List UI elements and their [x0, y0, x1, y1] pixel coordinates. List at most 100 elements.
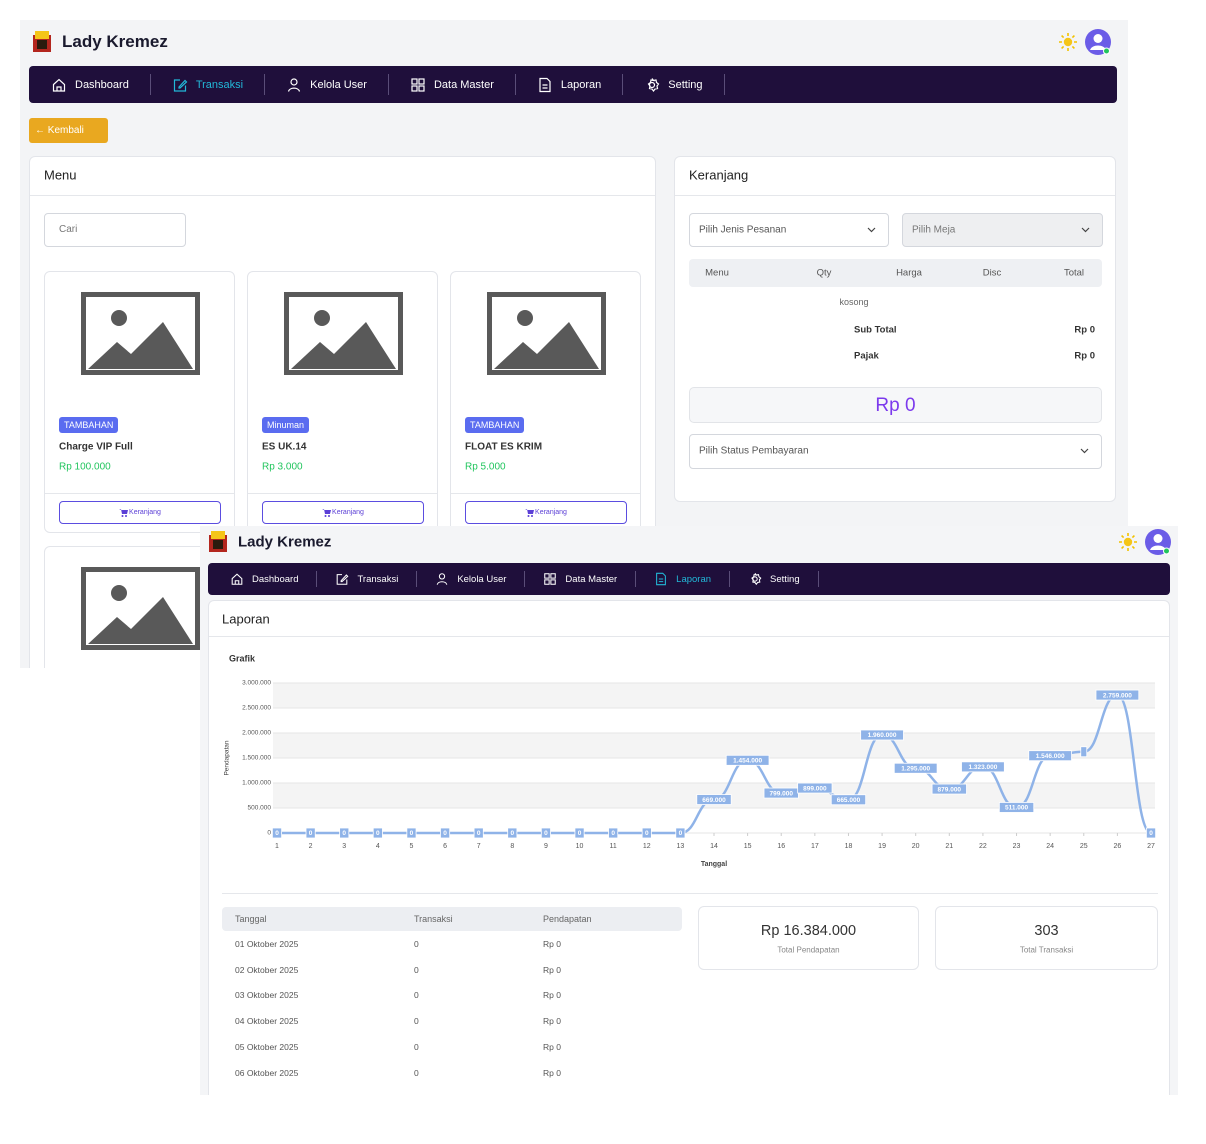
theme-toggle[interactable]: [1058, 32, 1078, 57]
icon-shape: [411, 77, 418, 85]
nav-item[interactable]: Transaksi: [317, 571, 418, 587]
data-label: 1.323.000: [968, 764, 997, 771]
nav-item[interactable]: Dashboard: [230, 571, 318, 587]
select-label: Pilih Status Pembayaran: [699, 445, 809, 457]
table-cell: 03 Oktober 2025: [235, 990, 299, 1001]
data-point: [272, 827, 283, 839]
data-label: 1.960.000: [868, 732, 897, 739]
table-cell: Rp 0: [543, 1041, 561, 1052]
nav-item[interactable]: Data Master: [389, 74, 516, 95]
table-cell: 0: [414, 964, 419, 975]
y-tick-label: 1.500.000: [242, 755, 271, 762]
nav-item[interactable]: Kelola User: [417, 571, 526, 587]
y-tick-label: 3.000.000: [242, 680, 271, 687]
data-point: [641, 827, 652, 839]
nav-icon: [539, 77, 551, 92]
nav-label: Data Master: [565, 573, 618, 585]
x-tick-label: 11: [610, 843, 617, 850]
y-tick-label: 2.000.000: [242, 730, 271, 737]
select[interactable]: Pilih Jenis Pesanan: [689, 213, 889, 247]
icon-shape: [1163, 547, 1170, 555]
data-label: 0: [376, 830, 380, 837]
panel-title: Laporan: [222, 611, 270, 627]
icon-shape: [88, 322, 193, 369]
cart-button[interactable]: Keranjang: [465, 501, 627, 524]
data-label: 0: [275, 830, 279, 837]
search-input[interactable]: Cari: [44, 213, 186, 247]
table-cell: 06 Oktober 2025: [235, 1067, 299, 1078]
divider: [222, 893, 1158, 894]
user-avatar[interactable]: [1144, 528, 1172, 556]
data-point: [574, 827, 585, 839]
navbar: Dashboard Transaksi Kelola User Data Master…: [29, 66, 1117, 103]
user-menu[interactable]: [1084, 28, 1112, 61]
x-tick-label: 1: [275, 843, 279, 850]
nav-label: Data Master: [433, 78, 494, 91]
navbar: Dashboard Transaksi Kelola User Data Master…: [208, 563, 1170, 595]
select[interactable]: Pilih Meja: [902, 213, 1103, 247]
icon-shape: [324, 514, 327, 517]
select[interactable]: Pilih Status Pembayaran: [689, 434, 1102, 469]
nav-item[interactable]: Data Master: [525, 571, 637, 587]
nav-item[interactable]: Dashboard: [51, 74, 151, 95]
chart: Grafik Pendapatan Tanggal 0 500.000 1.000.000…: [224, 653, 1157, 868]
back-button[interactable]: ← Kembali: [29, 118, 108, 143]
nav-item[interactable]: Laporan: [516, 74, 624, 95]
chevron: [867, 227, 876, 233]
product-name: FLOAT ES KRIM: [465, 441, 543, 453]
nav-label: Setting: [668, 78, 703, 91]
nav-icon: [231, 573, 243, 585]
data-point: [1080, 746, 1088, 758]
y-tick-label: 2.500.000: [242, 705, 271, 712]
icon-shape: [494, 322, 599, 369]
cart-button[interactable]: Keranjang: [59, 501, 221, 524]
data-point: [406, 827, 417, 839]
x-tick-label: 15: [744, 843, 752, 850]
product-name: Charge VIP Full: [59, 441, 133, 453]
data-point: [1095, 689, 1140, 701]
nav-icon: [751, 572, 762, 586]
data-point: [608, 827, 619, 839]
user-menu[interactable]: [1144, 528, 1172, 561]
product-image: [284, 292, 403, 375]
product-badge: Minuman: [262, 417, 310, 433]
icon-shape: [213, 540, 223, 549]
nav-item[interactable]: Transaksi: [151, 74, 266, 95]
x-tick-label: 22: [979, 843, 987, 850]
user-avatar[interactable]: [1084, 28, 1112, 56]
theme-toggle[interactable]: [1118, 532, 1138, 557]
icon-shape: [337, 574, 349, 585]
nav-item[interactable]: Setting: [730, 571, 819, 587]
data-label: 799.000: [769, 790, 793, 797]
summary-card: 303 Total Transaksi: [935, 906, 1158, 970]
x-tick-label: 2: [309, 843, 313, 850]
nav-item[interactable]: Setting: [623, 74, 725, 95]
data-label: 2.759.000: [1103, 692, 1132, 699]
cart-button[interactable]: Keranjang: [262, 501, 424, 524]
nav-icon: [411, 77, 425, 92]
x-tick-label: 6: [443, 843, 447, 850]
table-cell: 04 Oktober 2025: [235, 1016, 299, 1027]
column-header: Tanggal: [235, 914, 267, 924]
theme-icon[interactable]: [1118, 532, 1138, 552]
nav-icon: [436, 573, 448, 585]
icon-shape: [288, 87, 301, 92]
data-label: 0: [309, 830, 313, 837]
icon-shape: [35, 31, 49, 39]
data-point: [860, 729, 904, 741]
brand-name: Lady Kremez: [62, 32, 168, 51]
table-cell: 0: [414, 990, 419, 1001]
icon-shape: [1081, 227, 1090, 233]
icon-shape: [290, 77, 298, 86]
theme-icon[interactable]: [1058, 32, 1078, 52]
column-header: Pendapatan: [543, 914, 592, 924]
data-label: 879.000: [938, 786, 962, 793]
column-header: Harga: [896, 267, 922, 279]
cart-table-header: Menu Qty Harga Disc Total: [689, 259, 1102, 287]
data-label: 0: [510, 830, 514, 837]
product-image: [81, 292, 200, 375]
data-point: [696, 794, 732, 805]
nav-item[interactable]: Kelola User: [265, 74, 389, 95]
nav-item[interactable]: Laporan: [636, 571, 731, 587]
